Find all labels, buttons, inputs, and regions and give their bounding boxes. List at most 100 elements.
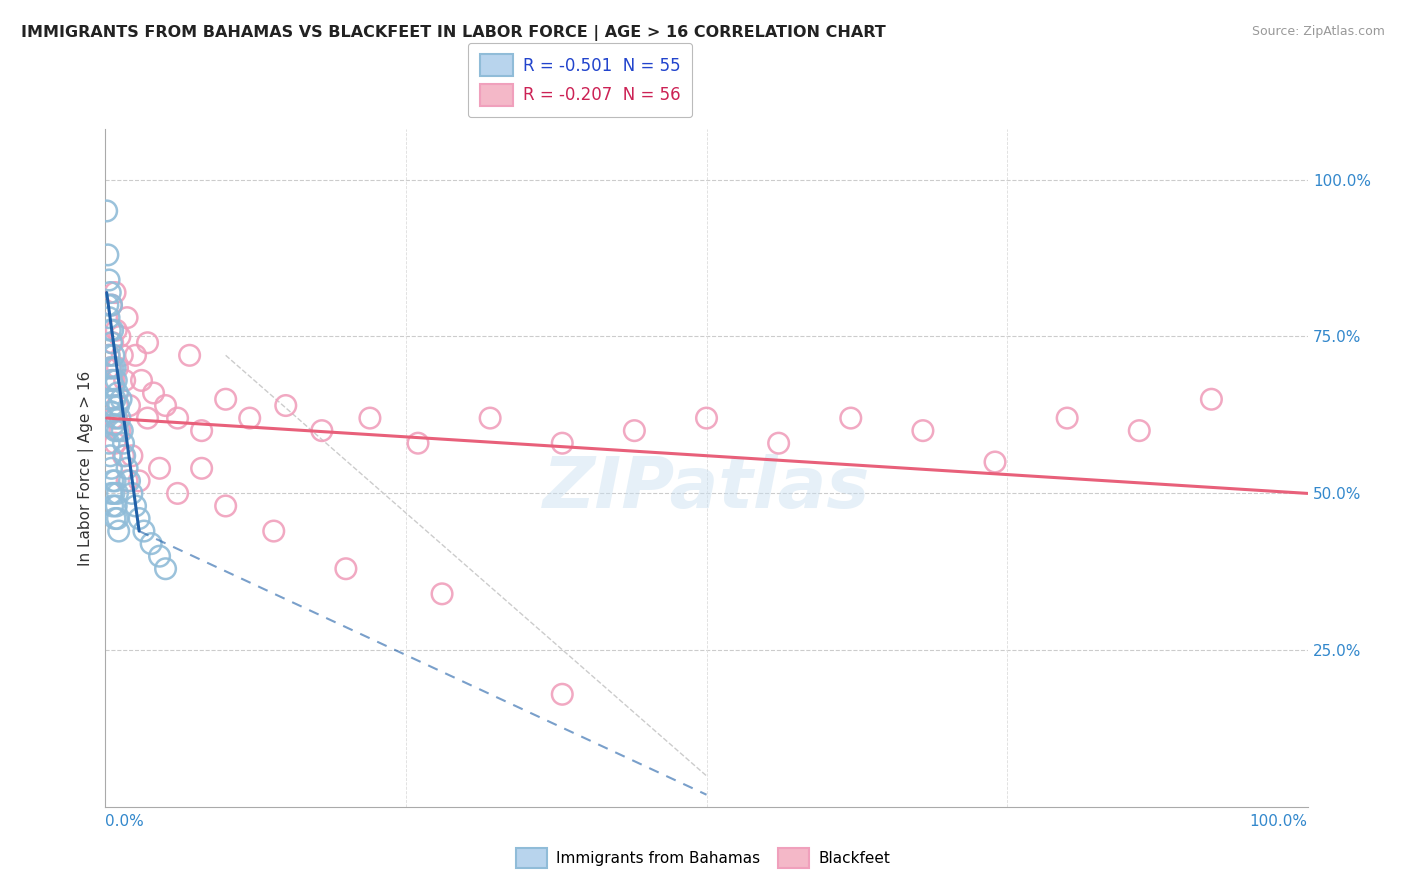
Point (104, 392, 127, 407)
Point (98, 323, 121, 337)
Point (311, 424, 333, 438)
Point (111, 348, 134, 362)
Point (96, 203, 118, 218)
Point (111, 424, 134, 438)
Point (107, 486, 129, 500)
Point (104, 474, 127, 488)
Legend: Immigrants from Bahamas, Blackfeet: Immigrants from Bahamas, Blackfeet (509, 840, 897, 875)
Point (1128, 424, 1150, 438)
Point (100, 486, 122, 500)
Point (98, 392, 121, 407)
Point (274, 399, 297, 413)
Point (103, 380, 125, 394)
Point (166, 486, 188, 500)
Point (551, 687, 574, 701)
Point (107, 360, 129, 375)
Point (98, 310, 121, 325)
Point (359, 411, 381, 425)
Point (115, 461, 138, 475)
Point (104, 436, 127, 450)
Point (984, 455, 1007, 469)
Point (104, 511, 127, 525)
Point (263, 524, 285, 538)
Point (98, 360, 121, 375)
Y-axis label: In Labor Force | Age > 16: In Labor Force | Age > 16 (79, 371, 94, 566)
Point (103, 486, 125, 500)
Point (214, 499, 236, 513)
Point (100, 298, 122, 312)
Point (121, 486, 143, 500)
Point (101, 499, 124, 513)
Point (98, 348, 121, 362)
Point (118, 399, 141, 413)
Point (97, 248, 120, 262)
Point (105, 373, 128, 387)
Point (115, 310, 138, 325)
Point (101, 373, 124, 387)
Point (103, 348, 125, 362)
Text: 0.0%: 0.0% (105, 814, 145, 829)
Point (131, 373, 153, 387)
Point (101, 360, 124, 375)
Point (406, 436, 429, 450)
Point (112, 449, 135, 463)
Point (100, 298, 122, 312)
Point (166, 411, 188, 425)
Point (107, 399, 129, 413)
Text: IMMIGRANTS FROM BAHAMAS VS BLACKFEET IN LABOR FORCE | AGE > 16 CORRELATION CHART: IMMIGRANTS FROM BAHAMAS VS BLACKFEET IN … (21, 25, 886, 41)
Legend: R = -0.501  N = 55, R = -0.207  N = 56: R = -0.501 N = 55, R = -0.207 N = 56 (468, 43, 692, 117)
Point (101, 323, 124, 337)
Point (104, 424, 127, 438)
Point (101, 399, 124, 413)
Point (98, 436, 121, 450)
Point (98, 449, 121, 463)
Point (479, 411, 502, 425)
Text: 100.0%: 100.0% (1250, 814, 1308, 829)
Point (98, 348, 121, 362)
Point (551, 436, 574, 450)
Point (114, 373, 136, 387)
Point (179, 348, 201, 362)
Point (839, 411, 862, 425)
Point (128, 474, 150, 488)
Point (108, 424, 131, 438)
Point (105, 411, 128, 425)
Point (104, 360, 127, 375)
Point (98, 285, 121, 300)
Point (239, 411, 262, 425)
Point (118, 474, 141, 488)
Point (1056, 411, 1078, 425)
Point (124, 499, 146, 513)
Point (142, 386, 165, 401)
Point (114, 449, 136, 463)
Point (103, 373, 125, 387)
Point (124, 348, 146, 362)
Point (148, 549, 170, 564)
Point (128, 511, 150, 525)
Point (108, 411, 131, 425)
Point (104, 285, 127, 300)
Point (148, 461, 170, 475)
Point (103, 411, 125, 425)
Point (155, 399, 177, 413)
Point (97, 298, 120, 312)
Point (100, 373, 122, 387)
Point (100, 405, 122, 419)
Point (768, 436, 790, 450)
Point (98, 360, 121, 375)
Point (121, 449, 143, 463)
Point (430, 587, 453, 601)
Point (107, 399, 129, 413)
Point (110, 392, 132, 407)
Point (139, 536, 162, 550)
Point (696, 411, 718, 425)
Point (103, 417, 125, 432)
Text: Source: ZipAtlas.com: Source: ZipAtlas.com (1251, 25, 1385, 38)
Point (136, 411, 159, 425)
Point (132, 524, 155, 538)
Point (214, 392, 236, 407)
Point (107, 386, 129, 401)
Point (115, 474, 138, 488)
Point (107, 424, 129, 438)
Point (101, 474, 124, 488)
